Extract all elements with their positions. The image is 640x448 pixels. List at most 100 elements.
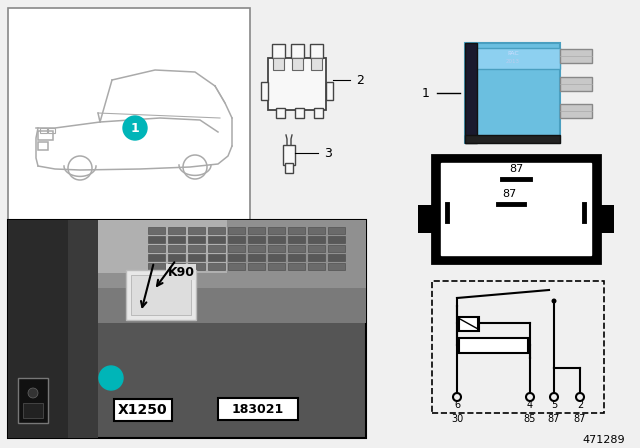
Bar (18, 378, 48, 423)
Bar (276, 108, 285, 118)
Bar (308, 263, 325, 270)
Text: 87: 87 (548, 414, 560, 424)
Circle shape (552, 298, 557, 303)
Bar (432, 155, 600, 263)
Bar (268, 263, 285, 270)
Bar (148, 236, 165, 243)
Bar (188, 245, 205, 252)
Bar (268, 245, 285, 252)
Bar (248, 263, 265, 270)
Bar (8, 220, 366, 323)
Bar (560, 49, 592, 63)
Bar (268, 236, 285, 243)
Bar (432, 281, 604, 413)
Bar (168, 263, 185, 270)
Bar (148, 263, 165, 270)
Bar (328, 227, 345, 234)
Bar (148, 227, 165, 234)
Bar (148, 254, 165, 261)
Text: 85: 85 (524, 414, 536, 424)
Bar (168, 236, 185, 243)
Bar (228, 245, 245, 252)
Bar (228, 236, 245, 243)
Bar (288, 236, 305, 243)
Text: K90: K90 (168, 266, 195, 279)
Text: 87: 87 (574, 414, 586, 424)
Bar (208, 245, 225, 252)
Bar (208, 263, 225, 270)
Bar (291, 44, 304, 58)
Bar (228, 263, 245, 270)
Circle shape (99, 366, 123, 390)
Bar (295, 108, 304, 118)
Bar (328, 254, 345, 261)
Bar (38, 142, 48, 150)
Bar (283, 145, 295, 165)
Bar (326, 82, 333, 100)
Circle shape (123, 116, 147, 140)
Text: 2: 2 (356, 73, 364, 86)
Bar (8, 220, 98, 438)
Bar (248, 227, 265, 234)
Text: 2013: 2013 (506, 59, 520, 64)
Text: 471289: 471289 (582, 435, 625, 445)
Bar (459, 338, 528, 353)
Text: 183021: 183021 (232, 402, 284, 415)
Bar (188, 254, 205, 261)
Bar (560, 104, 592, 118)
Bar (218, 398, 298, 420)
Bar (126, 270, 196, 320)
Bar (38, 131, 53, 140)
Bar (268, 58, 326, 110)
Bar (465, 43, 560, 143)
Text: 4: 4 (527, 400, 533, 410)
Bar (470, 48, 560, 69)
Bar (131, 275, 191, 315)
Bar (441, 163, 591, 255)
Bar (600, 205, 614, 233)
Bar (418, 205, 432, 233)
Bar (288, 245, 305, 252)
Bar (248, 245, 265, 252)
Bar (308, 245, 325, 252)
Bar (310, 44, 323, 58)
Bar (188, 236, 205, 243)
Bar (268, 227, 285, 234)
Text: PAC: PAC (507, 51, 519, 56)
Bar (308, 227, 325, 234)
Bar (148, 245, 165, 252)
Text: 1: 1 (107, 371, 115, 384)
Text: 85: 85 (593, 208, 607, 218)
Bar (288, 254, 305, 261)
Bar (248, 254, 265, 261)
Bar (188, 227, 205, 234)
Bar (8, 8, 250, 220)
Bar (8, 220, 227, 273)
Text: 87: 87 (502, 189, 516, 199)
Bar (308, 236, 325, 243)
Text: 2: 2 (577, 400, 583, 410)
Bar (268, 254, 285, 261)
Bar (168, 227, 185, 234)
Bar (292, 58, 303, 70)
Bar (40, 128, 47, 133)
Bar (8, 220, 68, 438)
Text: 87: 87 (509, 164, 523, 174)
Bar (459, 317, 479, 331)
Bar (314, 108, 323, 118)
Bar (328, 263, 345, 270)
Bar (328, 236, 345, 243)
Bar (48, 128, 55, 133)
Bar (272, 44, 285, 58)
Bar (285, 163, 293, 173)
Bar (8, 220, 366, 288)
Text: 30: 30 (425, 208, 439, 218)
Text: 30: 30 (451, 414, 463, 424)
Bar (188, 263, 205, 270)
Bar (8, 220, 366, 438)
Circle shape (28, 388, 38, 398)
Bar (228, 254, 245, 261)
Bar (288, 227, 305, 234)
Text: 1: 1 (131, 121, 140, 134)
Text: 6: 6 (454, 400, 460, 410)
